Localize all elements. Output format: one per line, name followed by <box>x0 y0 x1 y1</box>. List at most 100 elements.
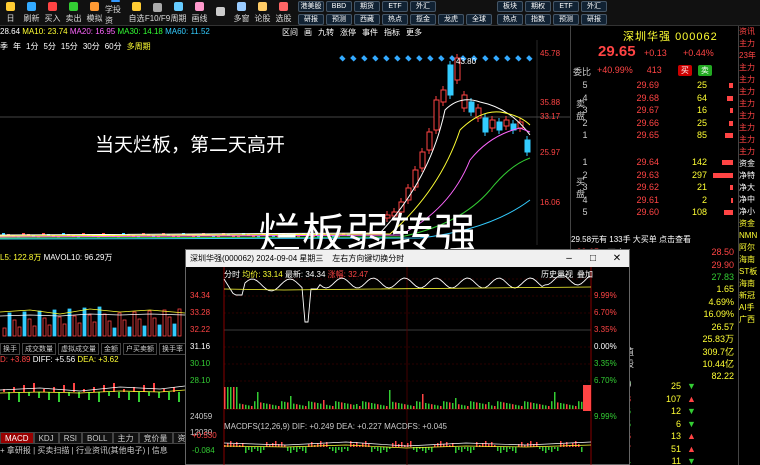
toolbar-btn-12[interactable]: 论股 <box>252 0 273 26</box>
indicator-tab-boll[interactable]: BOLL <box>82 432 112 444</box>
toolbar-chip-mid-bottom-6[interactable]: 全球 <box>466 14 492 25</box>
toolbar-chip-mid-top-3[interactable]: ETF <box>382 1 408 12</box>
popup-macd-bar <box>425 447 427 453</box>
toolbar-btn-13[interactable]: 选股 <box>273 0 294 26</box>
toolbar-btn-2[interactable]: 买入 <box>42 0 63 26</box>
toolbar-btn-11[interactable]: 多窗 <box>231 0 252 26</box>
far-item-18[interactable]: 阿尔 <box>739 242 760 254</box>
close-icon[interactable]: ✕ <box>605 253 629 264</box>
intraday-links: 历史量视 叠加 <box>541 269 593 280</box>
toolbar-chip-right-top-2[interactable]: ETF <box>553 1 579 12</box>
toolbar-chip-mid-top-1[interactable]: BBD <box>326 1 352 12</box>
toolbar-btn-5[interactable]: 学投资 <box>105 0 126 26</box>
intraday-link-0[interactable]: 历史量视 <box>541 269 573 280</box>
toolbar-btn-7[interactable]: F10/F9 <box>147 0 168 26</box>
intraday-link-1[interactable]: 叠加 <box>577 269 593 280</box>
toolbar-btn-10[interactable] <box>210 0 231 26</box>
volume-tab-0[interactable]: 换手 <box>0 343 20 355</box>
big-order-line[interactable]: 29.58元有 133手 大买单 点击查看 <box>571 234 737 245</box>
far-item-2[interactable]: 23年 <box>739 50 760 62</box>
volume-tab-5[interactable]: 换手率 <box>159 343 186 355</box>
toolbar-btn-8[interactable]: 周期 <box>168 0 189 26</box>
far-item-8[interactable]: 主力 <box>739 122 760 134</box>
toolbar-chip-right-top-0[interactable]: 板块 <box>497 1 523 12</box>
chart-menu-0[interactable]: 区间 <box>282 27 298 38</box>
toolbar-chip-right-bottom-2[interactable]: 预测 <box>553 14 579 25</box>
toolbar-chip-mid-bottom-5[interactable]: 龙虎 <box>438 14 464 25</box>
far-item-5[interactable]: 主力 <box>739 86 760 98</box>
period-tab-2[interactable]: 1分 <box>26 41 38 52</box>
chart-menu-6[interactable]: 更多 <box>406 27 422 38</box>
toolbar-btn-3[interactable]: 卖出 <box>63 0 84 26</box>
order-volume: 25 <box>659 118 707 128</box>
indicator-tab-macd[interactable]: MACD <box>0 432 34 444</box>
toolbar-chip-right-top-1[interactable]: 期权 <box>525 1 551 12</box>
toolbar-chip-mid-bottom-0[interactable]: 研报 <box>298 14 324 25</box>
far-item-0[interactable]: 资讯 <box>739 26 760 38</box>
period-tab-3[interactable]: 5分 <box>43 41 55 52</box>
period-tab-7[interactable]: 多周期 <box>127 41 151 52</box>
far-item-21[interactable]: 海南 <box>739 278 760 290</box>
toolbar-chip-right-bottom-1[interactable]: 指数 <box>525 14 551 25</box>
far-item-7[interactable]: 主力 <box>739 110 760 122</box>
toolbar-chip-mid-bottom-3[interactable]: 热点 <box>382 14 408 25</box>
popup-titlebar: 深圳华强(000062) 2024-09-04 星期三 左右方向键切换分时 – … <box>186 250 629 267</box>
chart-menu-3[interactable]: 涨停 <box>340 27 356 38</box>
far-item-20[interactable]: ST板 <box>739 266 760 278</box>
period-tab-0[interactable]: 季 <box>0 41 8 52</box>
far-item-19[interactable]: 海南 <box>739 254 760 266</box>
indicator-tab-竞价量[interactable]: 竞价量 <box>139 432 173 444</box>
toolbar-btn-0[interactable]: 日 <box>0 0 21 26</box>
buy-button[interactable]: 买 <box>678 65 692 76</box>
indicator-tab-kdj[interactable]: KDJ <box>34 432 59 444</box>
period-tab-5[interactable]: 30分 <box>83 41 100 52</box>
chart-menu-2[interactable]: 九转 <box>318 27 334 38</box>
far-item-1[interactable]: 主力 <box>739 38 760 50</box>
toolbar-chip-mid-top-0[interactable]: 港美股 <box>298 1 324 12</box>
volume-tab-3[interactable]: 金额 <box>101 343 121 355</box>
period-tab-1[interactable]: 年 <box>13 41 21 52</box>
intraday-chart[interactable] <box>186 267 629 465</box>
maximize-icon[interactable]: □ <box>581 253 605 264</box>
period-tab-4[interactable]: 15分 <box>61 41 78 52</box>
far-item-24[interactable]: 广西 <box>739 314 760 326</box>
toolbar-chip-mid-top-4[interactable]: 外汇 <box>410 1 436 12</box>
volume-tab-2[interactable]: 虚拟成交量 <box>58 343 99 355</box>
volume-tab-4[interactable]: 户买卖额 <box>123 343 157 355</box>
far-item-12[interactable]: 净特 <box>739 170 760 182</box>
far-item-3[interactable]: 主力 <box>739 62 760 74</box>
toolbar-btn-4[interactable]: 模拟 <box>84 0 105 26</box>
far-item-13[interactable]: 净大 <box>739 182 760 194</box>
far-item-10[interactable]: 主力 <box>739 146 760 158</box>
far-item-14[interactable]: 净中 <box>739 194 760 206</box>
bottom-links[interactable]: + 拿研报 | 买卖扫描 | 行业资讯(其他电子) | 信息 <box>0 445 168 456</box>
volume-tab-1[interactable]: 成交数量 <box>22 343 56 355</box>
intraday-volume-bar <box>386 406 388 409</box>
toolbar-chip-mid-top-2[interactable]: 期货 <box>354 1 380 12</box>
indicator-tab-主力[interactable]: 主力 <box>113 432 139 444</box>
toolbar-btn-1[interactable]: 刷新 <box>21 0 42 26</box>
toolbar-chip-mid-bottom-1[interactable]: 预测 <box>326 14 352 25</box>
far-item-16[interactable]: 资金 <box>739 218 760 230</box>
indicator-tab-rsi[interactable]: RSI <box>59 432 82 444</box>
toolbar-chip-right-top-3[interactable]: 外汇 <box>581 1 607 12</box>
chart-menu-1[interactable]: 画 <box>304 27 312 38</box>
sell-button[interactable]: 卖 <box>698 65 712 76</box>
minimize-icon[interactable]: – <box>557 253 581 264</box>
far-item-9[interactable]: 主力 <box>739 134 760 146</box>
far-item-22[interactable]: 新冠 <box>739 290 760 302</box>
far-item-17[interactable]: NMN <box>739 230 760 242</box>
toolbar-chip-right-bottom-3[interactable]: 研报 <box>581 14 607 25</box>
far-item-4[interactable]: 主力 <box>739 74 760 86</box>
toolbar-chip-right-bottom-0[interactable]: 热点 <box>497 14 523 25</box>
far-item-15[interactable]: 净小 <box>739 206 760 218</box>
far-item-23[interactable]: AI手 <box>739 302 760 314</box>
period-tab-6[interactable]: 60分 <box>105 41 122 52</box>
toolbar-chip-mid-bottom-2[interactable]: 西藏 <box>354 14 380 25</box>
chart-menu-5[interactable]: 指标 <box>384 27 400 38</box>
far-item-11[interactable]: 资金 <box>739 158 760 170</box>
toolbar-btn-9[interactable]: 画线 <box>189 0 210 26</box>
toolbar-chip-mid-bottom-4[interactable]: 揽金 <box>410 14 436 25</box>
chart-menu-4[interactable]: 事件 <box>362 27 378 38</box>
far-item-6[interactable]: 主力 <box>739 98 760 110</box>
